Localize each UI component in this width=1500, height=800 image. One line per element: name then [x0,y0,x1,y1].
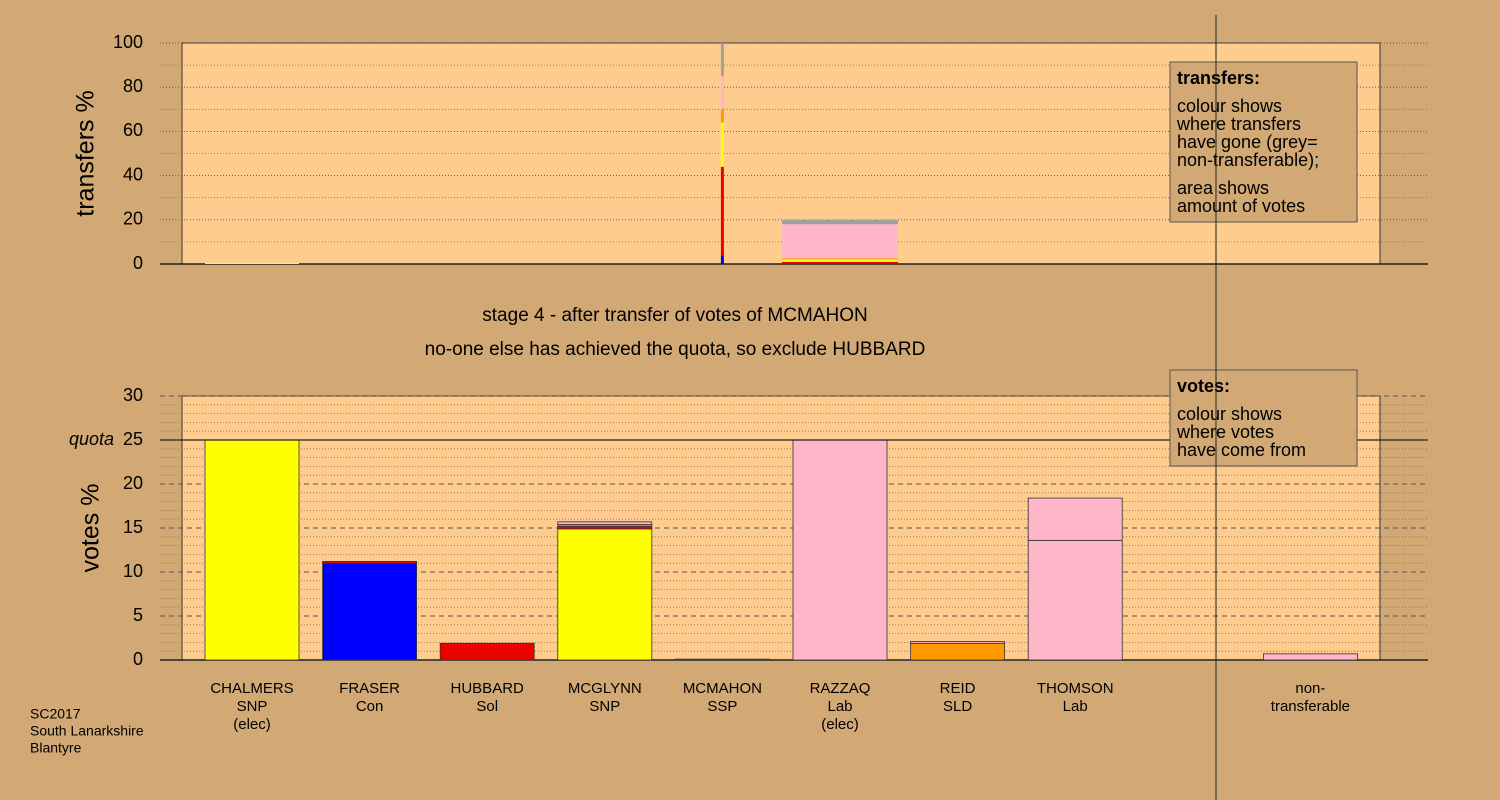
x-tick-label: Con [356,698,384,715]
legend-title: votes: [1177,376,1230,396]
legend-text: have gone (grey= [1177,132,1318,152]
x-tick-label: REID [940,680,976,697]
legend-box [1169,369,1358,467]
legend-text: have come from [1177,440,1306,460]
x-tick-label: FRASER [339,680,400,697]
bar-segment [782,224,898,259]
bar-segment [1027,497,1123,541]
y-tick-label: 5 [133,605,143,625]
y-tick-label: 15 [123,517,143,537]
bar-segment [720,76,724,110]
bar-segment [720,109,724,123]
legend-text: colour shows [1177,96,1282,116]
legend-box [1169,61,1358,223]
y-tick-label: 25 [123,429,143,449]
y-tick-label: 10 [123,561,143,581]
y-tick-label: 30 [123,385,143,405]
bar-segment [720,166,724,256]
stage-text: stage 4 - after transfer of votes of MCM… [482,305,867,326]
x-tick-label: transferable [1271,698,1350,715]
quota-label: quota [69,429,114,449]
y-tick-label: 0 [133,649,143,669]
x-tick-label: HUBBARD [451,680,525,697]
bar-segment [720,122,724,167]
x-tick-label: CHALMERS [210,680,293,697]
legend-text: area shows [1177,178,1269,198]
footer-text: Blantyre [30,740,82,756]
footer-text: SC2017 [30,706,81,722]
bar-segment [675,658,770,661]
x-tick-label: SLD [943,698,972,715]
x-tick-label: SNP [589,698,620,715]
stage-note: no-one else has achieved the quota, so e… [425,339,926,360]
legend-text: amount of votes [1177,196,1305,216]
y-tick-label: 60 [123,120,143,140]
legend-text: where transfers [1176,114,1301,134]
bar-segment [782,259,898,262]
x-tick-label: (elec) [233,716,271,733]
bar-segment [557,528,653,661]
bar-segment [205,262,299,264]
footer-text: South Lanarkshire [30,723,144,739]
bar-segment [204,439,300,661]
x-tick-label: THOMSON [1037,680,1114,697]
legend-text: where votes [1176,422,1274,442]
bar-segment [910,641,1005,644]
bar-segment [1263,653,1358,661]
bar-segment [782,219,898,225]
bar-segment [792,439,888,661]
bar-segment [439,642,535,661]
bar-segment [322,561,418,564]
bar-segment [1027,539,1123,661]
bar-segment [322,562,418,661]
bar-segment [910,642,1005,661]
y-tick-label: 20 [123,209,143,229]
x-tick-label: SSP [707,698,737,715]
y-axis-title: votes % [77,484,105,573]
bar-segment [720,255,724,264]
y-axis-title: transfers % [72,90,100,216]
y-tick-label: 20 [123,473,143,493]
y-tick-label: 80 [123,76,143,96]
x-tick-label: (elec) [821,716,859,733]
legend-text: non-transferable); [1177,150,1319,170]
y-tick-label: 100 [113,32,143,52]
y-tick-label: 0 [133,253,143,273]
legend-title: transfers: [1177,68,1260,88]
x-tick-label: RAZZAQ [810,680,871,697]
bar-segment [782,261,898,264]
x-tick-label: Sol [476,698,498,715]
bar-segment [782,258,898,260]
bar-segment [557,521,653,525]
x-tick-label: MCMAHON [683,680,762,697]
bar-segment [720,43,724,77]
y-tick-label: 40 [123,164,143,184]
x-tick-label: SNP [237,698,268,715]
x-tick-label: MCGLYNN [568,680,642,697]
legend-text: colour shows [1177,404,1282,424]
x-tick-label: non- [1295,680,1325,697]
x-tick-label: Lab [1063,698,1088,715]
x-tick-label: Lab [827,698,852,715]
